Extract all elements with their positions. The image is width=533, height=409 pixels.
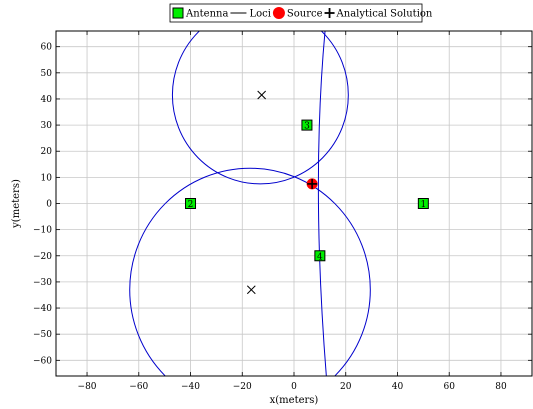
y-tick-label: −10 xyxy=(33,226,52,236)
legend-label: Loci xyxy=(249,9,270,20)
antenna-square xyxy=(314,250,326,262)
grid xyxy=(56,31,532,376)
legend-swatch-source xyxy=(272,7,285,19)
center-cross-marker xyxy=(257,90,267,100)
legend-entry: Analytical Solution xyxy=(324,8,433,20)
x-tick-label: 20 xyxy=(340,382,352,392)
antenna-label: 2 xyxy=(188,200,194,210)
loci-group xyxy=(129,31,371,376)
y-tick-label: 20 xyxy=(41,147,53,157)
legend-swatch-antenna xyxy=(172,7,184,19)
locus-circle xyxy=(129,167,371,376)
x-tick-label: 60 xyxy=(443,382,455,392)
y-tick-label: −30 xyxy=(33,278,52,288)
legend: Antenna Loci Source Analytical Solution xyxy=(169,3,433,23)
x-tick-label: −60 xyxy=(129,382,148,392)
y-tick-label: 30 xyxy=(41,121,53,131)
y-tick-label: −60 xyxy=(33,356,52,366)
antenna-marker-4: 4 xyxy=(314,250,326,262)
locus-curve xyxy=(317,31,327,376)
legend-label: Source xyxy=(287,9,323,20)
antenna-label: 3 xyxy=(304,122,310,132)
antenna-square xyxy=(417,198,429,209)
y-tick-label: −20 xyxy=(33,252,52,262)
x-tick-label: −40 xyxy=(181,382,200,392)
x-tick-label: 0 xyxy=(291,382,297,392)
antenna-marker-2: 2 xyxy=(185,198,197,210)
x-axis-label: x(meters) xyxy=(270,395,319,406)
legend-entry: Loci xyxy=(230,9,271,20)
antenna-label: 4 xyxy=(317,252,323,262)
x-tick-label: −20 xyxy=(233,382,252,392)
antenna-marker-3: 3 xyxy=(301,119,313,132)
y-tick-label: 0 xyxy=(46,200,52,210)
legend-entry: Source xyxy=(272,7,323,20)
legend-entry: Antenna xyxy=(172,7,228,20)
antenna-marker-1: 1 xyxy=(417,198,429,210)
legend-label: Analytical Solution xyxy=(336,9,433,20)
markers-group: 1 2 3 4 xyxy=(185,90,429,295)
analytical-solution-marker xyxy=(307,178,318,189)
center-cross-marker xyxy=(246,285,256,295)
legend-box xyxy=(169,3,423,23)
x-tick-label: 80 xyxy=(495,382,507,392)
legend-label: Antenna xyxy=(185,9,228,20)
x-tick-label: 40 xyxy=(392,382,404,392)
antenna-square xyxy=(301,119,313,131)
y-tick-label: 50 xyxy=(41,69,53,79)
y-tick-label: 60 xyxy=(41,43,53,53)
y-tick-label: −40 xyxy=(33,304,52,314)
cross-stroke xyxy=(246,285,256,295)
cross-stroke xyxy=(257,90,267,100)
y-tick-label: 40 xyxy=(41,95,53,105)
axis-ticks: −80 −60 −40 −20 0 20 40 60 80 −60 −50 −40 −30 −20 −10 0… xyxy=(33,31,532,392)
y-axis-label: y(meters) xyxy=(11,179,22,229)
x-tick-label: −80 xyxy=(78,382,97,392)
y-tick-label: −50 xyxy=(33,330,52,340)
antenna-label: 1 xyxy=(420,200,426,210)
y-tick-label: 10 xyxy=(41,173,53,183)
locus-circle xyxy=(171,31,349,185)
antenna-square xyxy=(185,198,197,209)
